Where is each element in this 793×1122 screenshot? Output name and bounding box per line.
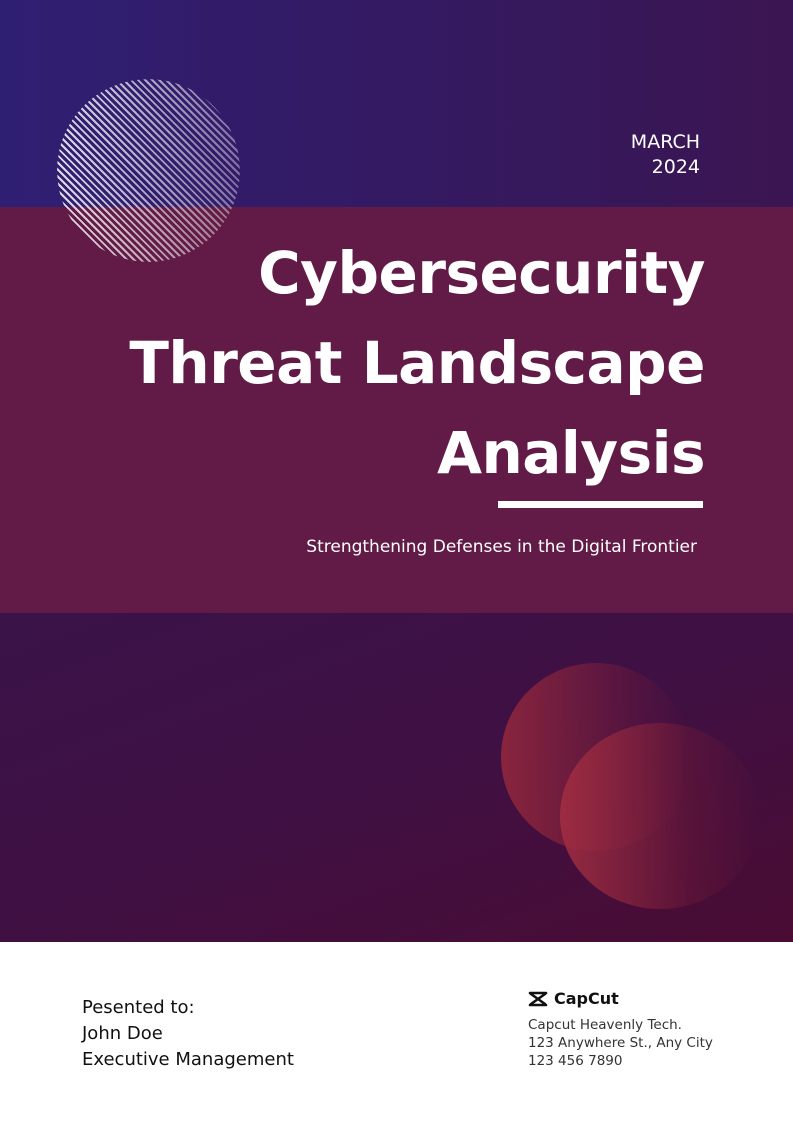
report-date: MARCH 2024 (631, 130, 700, 180)
recipient-name: John Doe (82, 1023, 163, 1044)
subtitle: Strengthening Defenses in the Digital Fr… (306, 537, 697, 557)
company-logo: CapCut (528, 990, 713, 1008)
recipient-role: Executive Management (82, 1049, 294, 1070)
date-month: MARCH (630, 131, 700, 153)
presented-to: Pesented to: John Doe Executive Manageme… (82, 995, 294, 1073)
brand-name: CapCut (554, 989, 619, 1008)
company-info: CapCut Capcut Heavenly Tech. 123 Anywher… (528, 990, 713, 1070)
hatched-circle-decoration (57, 79, 240, 262)
decorative-circle (560, 723, 760, 909)
title-band (0, 207, 793, 613)
title-divider (498, 501, 703, 508)
title-line: Cybersecurity (258, 239, 705, 307)
company-name: Capcut Heavenly Tech. (528, 1017, 682, 1033)
lower-background (0, 613, 793, 942)
capcut-logo-icon (528, 991, 548, 1007)
page-title: Cybersecurity Threat Landscape Analysis (65, 228, 705, 498)
title-line: Threat Landscape (129, 329, 705, 397)
presented-label: Pesented to: (82, 997, 195, 1018)
date-year: 2024 (651, 156, 700, 178)
company-address: 123 Anywhere St., Any City (528, 1035, 713, 1051)
title-line: Analysis (437, 419, 705, 487)
company-phone: 123 456 7890 (528, 1053, 623, 1069)
